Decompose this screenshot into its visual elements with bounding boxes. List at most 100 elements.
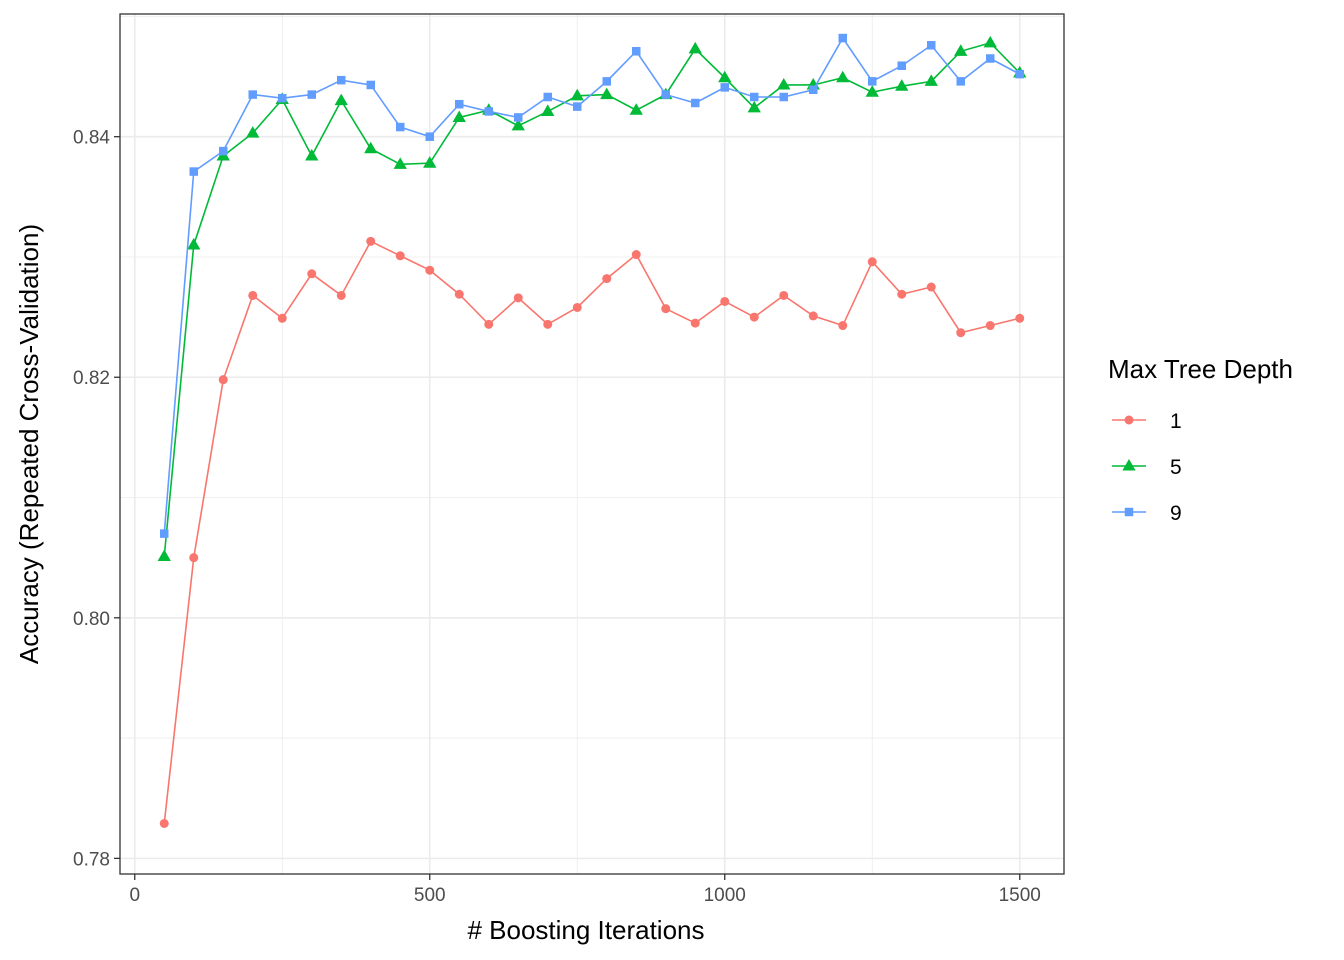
legend-item-5: 5 xyxy=(1112,456,1182,479)
data-point-1 xyxy=(926,282,936,292)
series-1 xyxy=(159,236,1025,828)
series-line-9 xyxy=(163,36,1021,534)
grid-minor xyxy=(120,14,1064,874)
data-point-1 xyxy=(189,553,199,563)
data-point-1 xyxy=(454,289,464,299)
x-tick-label: 500 xyxy=(414,885,446,906)
plot-area xyxy=(119,13,1065,875)
data-point-9 xyxy=(307,90,316,99)
data-point-1 xyxy=(602,274,612,284)
data-point-5 xyxy=(157,549,171,562)
data-point-1 xyxy=(277,313,287,323)
data-point-5 xyxy=(423,156,437,168)
legend: Max Tree Depth 1 5 9 xyxy=(1108,354,1293,525)
legend-label: 5 xyxy=(1170,456,1182,479)
data-point-5 xyxy=(747,100,761,113)
data-point-5 xyxy=(895,79,909,91)
data-point-5 xyxy=(334,93,348,106)
y-axis-title: Accuracy (Repeated Cross-Validation) xyxy=(14,224,44,664)
data-point-9 xyxy=(248,90,257,99)
data-point-5 xyxy=(688,41,702,54)
legend-label: 1 xyxy=(1170,410,1182,433)
data-point-5 xyxy=(364,141,378,154)
x-axis-title: # Boosting Iterations xyxy=(467,915,704,945)
y-axis: 0.78 0.80 0.82 0.84 xyxy=(73,128,120,870)
y-tick-label: 0.84 xyxy=(73,128,110,149)
series-line-1 xyxy=(163,240,1020,824)
x-axis: 0 500 1000 1500 xyxy=(129,874,1041,906)
data-point-9 xyxy=(632,47,641,56)
data-point-5 xyxy=(718,70,732,83)
data-point-1 xyxy=(956,328,966,338)
legend-key-marker xyxy=(1122,459,1136,471)
legend-key-marker xyxy=(1124,507,1134,517)
data-point-9 xyxy=(425,132,434,141)
legend-item-9: 9 xyxy=(1112,502,1182,525)
data-point-9 xyxy=(602,77,611,86)
series-9 xyxy=(160,33,1024,538)
data-point-9 xyxy=(868,77,877,86)
data-point-9 xyxy=(897,61,906,70)
series-layer xyxy=(157,33,1027,828)
data-point-9 xyxy=(927,41,936,50)
data-point-9 xyxy=(337,75,346,85)
data-point-5 xyxy=(452,110,466,122)
data-point-9 xyxy=(809,85,818,95)
data-point-9 xyxy=(1015,69,1024,79)
data-point-5 xyxy=(983,35,997,48)
y-tick-label: 0.82 xyxy=(73,368,110,389)
data-point-5 xyxy=(246,126,260,138)
data-point-5 xyxy=(954,44,968,56)
legend-items: 1 5 9 xyxy=(1112,410,1182,525)
data-point-9 xyxy=(189,167,198,176)
data-point-1 xyxy=(366,236,376,246)
data-point-9 xyxy=(366,80,375,90)
data-point-1 xyxy=(779,290,789,300)
legend-key-marker xyxy=(1124,415,1134,425)
data-point-9 xyxy=(986,54,995,63)
plot-panel-background xyxy=(120,14,1064,874)
data-point-1 xyxy=(661,304,671,314)
series-line-5 xyxy=(163,41,1021,557)
data-point-1 xyxy=(248,290,258,300)
data-point-5 xyxy=(393,157,407,169)
data-point-1 xyxy=(336,290,346,300)
data-point-1 xyxy=(425,265,435,275)
data-point-5 xyxy=(629,103,643,115)
data-point-1 xyxy=(985,321,995,331)
data-point-9 xyxy=(543,92,552,102)
legend-label: 9 xyxy=(1170,502,1182,525)
data-point-5 xyxy=(865,85,879,97)
x-tick-label: 1500 xyxy=(999,885,1041,906)
data-point-1 xyxy=(749,312,759,322)
data-point-9 xyxy=(661,90,670,99)
data-point-1 xyxy=(1015,313,1025,323)
data-point-1 xyxy=(484,319,494,329)
data-point-5 xyxy=(187,237,201,250)
plot-panel-border xyxy=(119,13,1065,875)
data-point-5 xyxy=(836,70,850,83)
x-tick-label: 1000 xyxy=(704,885,746,906)
data-point-9 xyxy=(750,92,759,102)
data-point-5 xyxy=(570,88,584,101)
data-point-1 xyxy=(572,302,582,312)
y-tick-label: 0.80 xyxy=(73,609,110,630)
data-point-5 xyxy=(600,87,614,100)
data-point-9 xyxy=(484,107,493,116)
data-point-1 xyxy=(513,293,523,303)
data-point-9 xyxy=(278,93,287,103)
data-point-9 xyxy=(691,98,700,108)
data-point-1 xyxy=(307,269,317,279)
data-point-1 xyxy=(897,289,907,299)
legend-item-1: 1 xyxy=(1112,410,1182,433)
data-point-1 xyxy=(159,818,169,828)
data-point-1 xyxy=(720,296,730,306)
data-point-5 xyxy=(541,104,555,116)
data-point-5 xyxy=(511,118,525,131)
data-point-1 xyxy=(631,250,641,260)
data-point-5 xyxy=(777,77,791,90)
data-point-9 xyxy=(956,77,965,86)
x-tick-label: 0 xyxy=(129,885,140,906)
data-point-9 xyxy=(219,146,228,156)
